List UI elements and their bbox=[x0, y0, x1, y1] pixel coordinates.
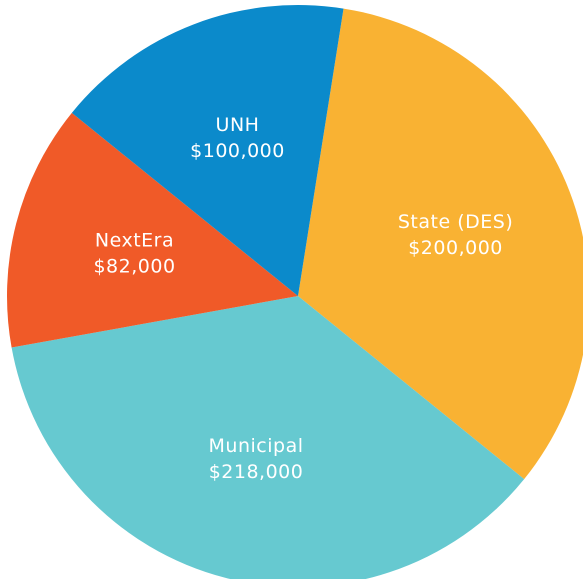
pie-slice bbox=[11, 296, 525, 579]
slice-value-label: $218,000 bbox=[209, 461, 304, 483]
pie-slice bbox=[298, 8, 583, 480]
pie-slice bbox=[71, 4, 344, 296]
slice-value-label: $82,000 bbox=[93, 256, 175, 278]
slice-label: UNH bbox=[216, 114, 260, 136]
pie-slice bbox=[7, 112, 299, 348]
slice-label: NextEra bbox=[95, 230, 174, 252]
slice-value-label: $200,000 bbox=[408, 237, 503, 259]
slice-label: State (DES) bbox=[398, 211, 513, 233]
slice-value-label: $100,000 bbox=[190, 140, 285, 162]
slice-label: Municipal bbox=[209, 435, 304, 457]
